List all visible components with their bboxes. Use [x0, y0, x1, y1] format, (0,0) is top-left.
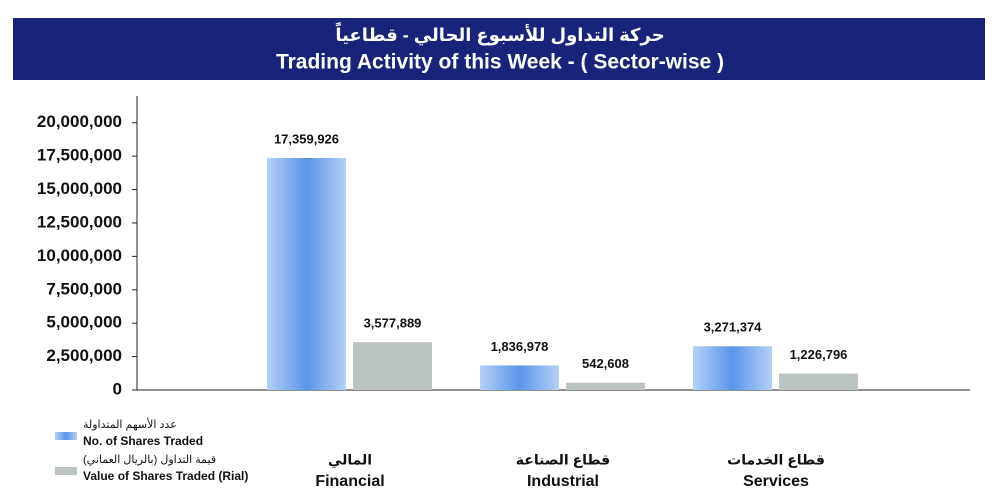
y-tick-label: 2,500,000	[46, 346, 122, 365]
x-tick-label: Financial	[315, 473, 384, 490]
legend-label-ar: قيمة التداول (بالريال العماني)	[83, 454, 216, 466]
value-label: 1,836,978	[491, 339, 549, 354]
value-label: 3,271,374	[704, 320, 763, 335]
legend-label-ar: عدد الأسهم المتداولة	[83, 417, 177, 431]
value-label: 1,226,796	[790, 347, 848, 362]
x-tick-label-ar: المالي	[328, 452, 372, 469]
legend-label: No. of Shares Traded	[83, 434, 203, 448]
chart-title: Trading Activity of this Week - ( Sector…	[276, 51, 724, 74]
legend-label: Value of Shares Traded (Rial)	[83, 469, 248, 483]
bar	[779, 373, 858, 390]
bar	[353, 342, 432, 390]
y-tick-label: 10,000,000	[37, 246, 122, 265]
chart-title-ar: حركة التداول للأسبوع الحالي - قطاعياً	[335, 22, 665, 46]
x-tick-label: Services	[743, 473, 809, 490]
x-tick-label-ar: قطاع الصناعة	[516, 452, 610, 468]
y-tick-label: 20,000,000	[37, 112, 122, 131]
bar	[480, 365, 559, 390]
title-banner	[13, 18, 985, 80]
bar	[566, 382, 645, 390]
y-tick-label: 0	[113, 379, 122, 398]
y-tick-label: 12,500,000	[37, 212, 122, 231]
legend-swatch	[55, 432, 77, 440]
bar	[267, 158, 346, 390]
bar	[693, 346, 772, 390]
y-tick-label: 17,500,000	[37, 146, 122, 165]
x-tick-label: Industrial	[527, 473, 599, 490]
x-tick-label-ar: قطاع الخدمات	[727, 452, 825, 468]
value-label: 542,608	[582, 356, 629, 371]
y-tick-label: 5,000,000	[46, 313, 122, 332]
value-label: 17,359,926	[274, 131, 339, 146]
value-label: 3,577,889	[364, 316, 422, 331]
y-tick-label: 15,000,000	[37, 179, 122, 198]
legend-swatch	[55, 467, 77, 475]
y-tick-label: 7,500,000	[46, 279, 122, 298]
